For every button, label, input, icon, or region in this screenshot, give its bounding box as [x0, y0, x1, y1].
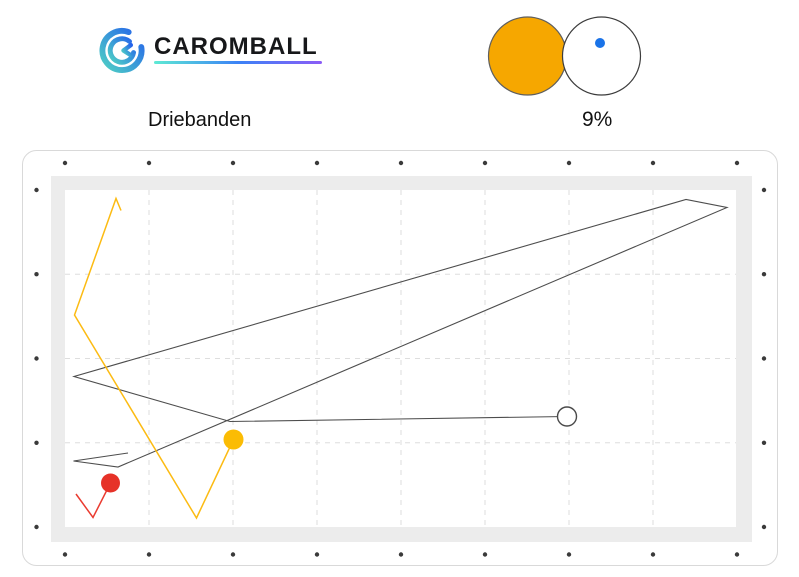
diamond-marker — [146, 160, 152, 166]
success-rate-value: 9% — [582, 108, 613, 131]
diamond-marker — [482, 160, 488, 166]
yellow-ball[interactable] — [223, 429, 244, 450]
red-ball-path — [75, 482, 112, 519]
caromball-logo-icon — [98, 27, 146, 79]
cue-ball-indicator[interactable] — [487, 16, 568, 96]
diamond-marker — [482, 552, 488, 557]
discipline-label: Driebanden — [148, 109, 252, 131]
logo-chevron — [121, 42, 134, 58]
brand-underline — [154, 61, 322, 64]
billiard-table — [22, 150, 778, 566]
diamond-marker — [146, 552, 152, 557]
diamond-marker — [34, 356, 39, 361]
yellow-ball-path — [73, 196, 235, 520]
logo-outer-c — [99, 28, 145, 73]
red-ball[interactable] — [101, 473, 120, 493]
diamond-marker — [34, 272, 39, 277]
diamond-marker — [761, 187, 767, 193]
diamond-marker — [62, 552, 68, 557]
logo-inner-c — [107, 36, 137, 65]
diamond-marker — [314, 160, 320, 166]
diamond-marker — [761, 272, 767, 277]
diamond-marker — [761, 440, 767, 445]
diamond-marker — [34, 187, 39, 193]
brand-name: CAROMBALL — [154, 33, 318, 60]
diamond-marker — [650, 160, 656, 166]
diamond-marker — [398, 160, 404, 166]
spin-selector — [487, 16, 642, 96]
diamond-marker — [566, 552, 572, 557]
diamond-marker — [230, 552, 236, 557]
diamond-marker — [761, 356, 767, 361]
diamond-marker — [34, 524, 39, 530]
white-ball[interactable] — [556, 406, 578, 427]
diamond-marker — [34, 440, 39, 445]
diamond-marker — [650, 552, 656, 557]
diamond-marker — [62, 160, 68, 166]
diamond-marker — [314, 552, 320, 557]
diamond-marker — [398, 552, 404, 557]
diamond-marker — [761, 524, 767, 530]
diamond-marker — [734, 160, 740, 166]
diamond-marker — [566, 160, 572, 166]
diamond-marker — [734, 552, 740, 557]
spin-point-dot[interactable] — [595, 38, 605, 48]
spin-ball-indicator[interactable] — [561, 16, 642, 96]
cue-ball-path — [72, 198, 729, 468]
diamond-marker — [230, 160, 236, 166]
